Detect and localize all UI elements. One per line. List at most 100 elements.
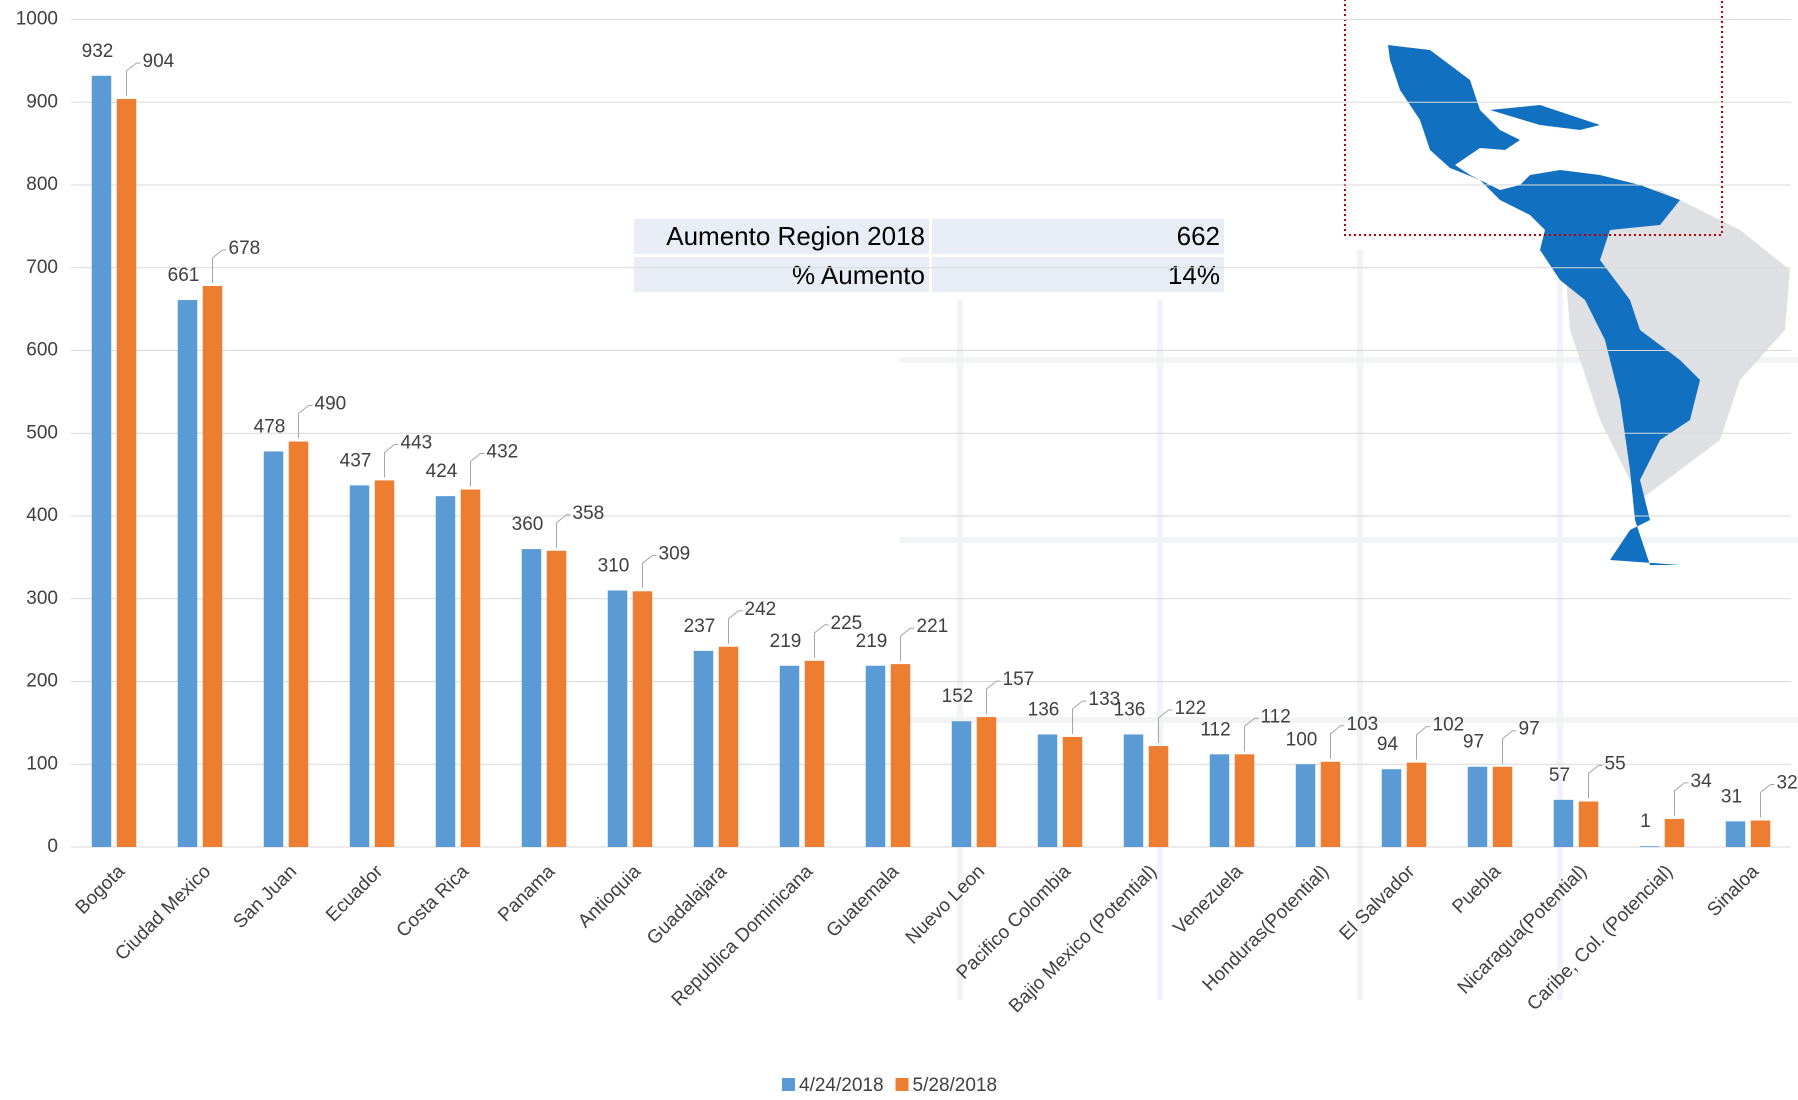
table-cell bbox=[634, 219, 929, 254]
y-tick-label: 400 bbox=[26, 505, 58, 526]
table-label: % Aumento bbox=[792, 260, 925, 290]
bar bbox=[1209, 754, 1230, 847]
y-tick-label: 200 bbox=[26, 671, 58, 692]
data-label: 133 bbox=[1089, 689, 1121, 710]
leader-line bbox=[642, 554, 657, 589]
data-label: 100 bbox=[1286, 729, 1318, 750]
leader-line bbox=[900, 627, 915, 662]
data-label: 219 bbox=[770, 631, 802, 652]
background-grid bbox=[900, 250, 1798, 1000]
bar bbox=[202, 285, 223, 848]
data-label: 904 bbox=[143, 51, 175, 72]
bar bbox=[1725, 821, 1746, 847]
data-label: 1 bbox=[1640, 811, 1651, 832]
data-label: 94 bbox=[1377, 734, 1399, 755]
bar bbox=[632, 591, 653, 847]
data-label: 103 bbox=[1347, 714, 1379, 735]
x-tick-label: Guadalajara bbox=[643, 861, 731, 949]
data-label: 443 bbox=[401, 432, 433, 453]
bar bbox=[865, 665, 886, 847]
bar bbox=[521, 549, 542, 847]
x-tick-label: Costa Rica bbox=[393, 861, 474, 942]
bar bbox=[1406, 762, 1427, 847]
data-label: 219 bbox=[856, 631, 888, 652]
x-tick-label: Venezuela bbox=[1169, 861, 1247, 939]
bar bbox=[288, 441, 309, 847]
leader-line bbox=[126, 62, 141, 96]
data-label: 112 bbox=[1261, 706, 1291, 727]
data-label: 122 bbox=[1175, 698, 1207, 719]
x-tick-label: Sinaloa bbox=[1703, 861, 1763, 921]
bar bbox=[1037, 734, 1058, 847]
legend-label: 4/24/2018 bbox=[799, 1075, 884, 1096]
data-label: 34 bbox=[1691, 771, 1713, 792]
x-tick-label: Guatemala bbox=[823, 861, 904, 942]
bar bbox=[435, 496, 456, 847]
bar bbox=[693, 650, 714, 847]
table-cell bbox=[932, 257, 1224, 292]
table-label: Aumento Region 2018 bbox=[666, 221, 925, 251]
legend-swatch bbox=[895, 1078, 909, 1091]
data-label: 360 bbox=[512, 514, 544, 535]
y-tick-label: 1000 bbox=[16, 9, 58, 30]
bar bbox=[177, 300, 198, 848]
leader-line bbox=[728, 610, 743, 644]
bar bbox=[1295, 764, 1316, 847]
data-label: 97 bbox=[1463, 732, 1484, 753]
bar bbox=[1553, 799, 1574, 847]
leader-line bbox=[814, 624, 829, 658]
leader-line bbox=[556, 514, 571, 548]
data-label: 55 bbox=[1605, 754, 1626, 775]
leader-line bbox=[212, 249, 227, 283]
table-cell bbox=[932, 219, 1224, 254]
bar bbox=[607, 590, 628, 847]
bar bbox=[460, 489, 481, 847]
data-label: 932 bbox=[82, 41, 114, 62]
x-tick-label: Republica Dominicana bbox=[668, 861, 818, 1011]
leader-line bbox=[1760, 784, 1775, 818]
leader-line bbox=[1416, 726, 1431, 760]
bar bbox=[1148, 746, 1169, 847]
leader-line bbox=[1588, 764, 1603, 799]
bar bbox=[1664, 818, 1685, 847]
y-tick-label: 700 bbox=[26, 257, 58, 278]
legend-swatch bbox=[782, 1078, 795, 1091]
data-label: 152 bbox=[942, 686, 974, 707]
legend-label: 5/28/2018 bbox=[913, 1075, 998, 1096]
bar bbox=[1492, 766, 1513, 847]
leader-line bbox=[1674, 782, 1689, 816]
leader-line bbox=[1330, 725, 1345, 759]
leader-line bbox=[1244, 717, 1259, 752]
table-value: 662 bbox=[1177, 221, 1220, 251]
y-tick-label: 900 bbox=[26, 91, 58, 112]
bar bbox=[374, 480, 395, 847]
leader-line bbox=[986, 680, 1001, 715]
data-label: 31 bbox=[1721, 786, 1742, 807]
data-label: 225 bbox=[831, 613, 863, 634]
x-tick-label: El Salvador bbox=[1336, 861, 1420, 945]
data-label: 221 bbox=[917, 616, 949, 637]
data-label: 490 bbox=[315, 394, 347, 415]
data-label: 478 bbox=[254, 416, 286, 437]
leader-line bbox=[1072, 700, 1087, 734]
leader-line bbox=[298, 405, 313, 439]
bar bbox=[1467, 766, 1488, 847]
y-tick-label: 300 bbox=[26, 588, 58, 609]
table-cell bbox=[634, 257, 929, 292]
y-tick-label: 800 bbox=[26, 174, 58, 195]
x-tick-label: Puebla bbox=[1448, 861, 1505, 918]
bar bbox=[1123, 734, 1144, 847]
data-label: 112 bbox=[1200, 719, 1230, 740]
data-label: 32 bbox=[1777, 773, 1798, 794]
bar bbox=[349, 485, 370, 847]
bar bbox=[718, 646, 739, 847]
data-label: 157 bbox=[1003, 669, 1035, 690]
data-label: 358 bbox=[573, 503, 605, 524]
data-label: 432 bbox=[487, 442, 519, 463]
leader-line bbox=[1158, 709, 1173, 744]
data-label: 242 bbox=[745, 599, 777, 620]
bar bbox=[1639, 846, 1660, 847]
bar bbox=[951, 721, 972, 847]
bar bbox=[1062, 736, 1083, 847]
